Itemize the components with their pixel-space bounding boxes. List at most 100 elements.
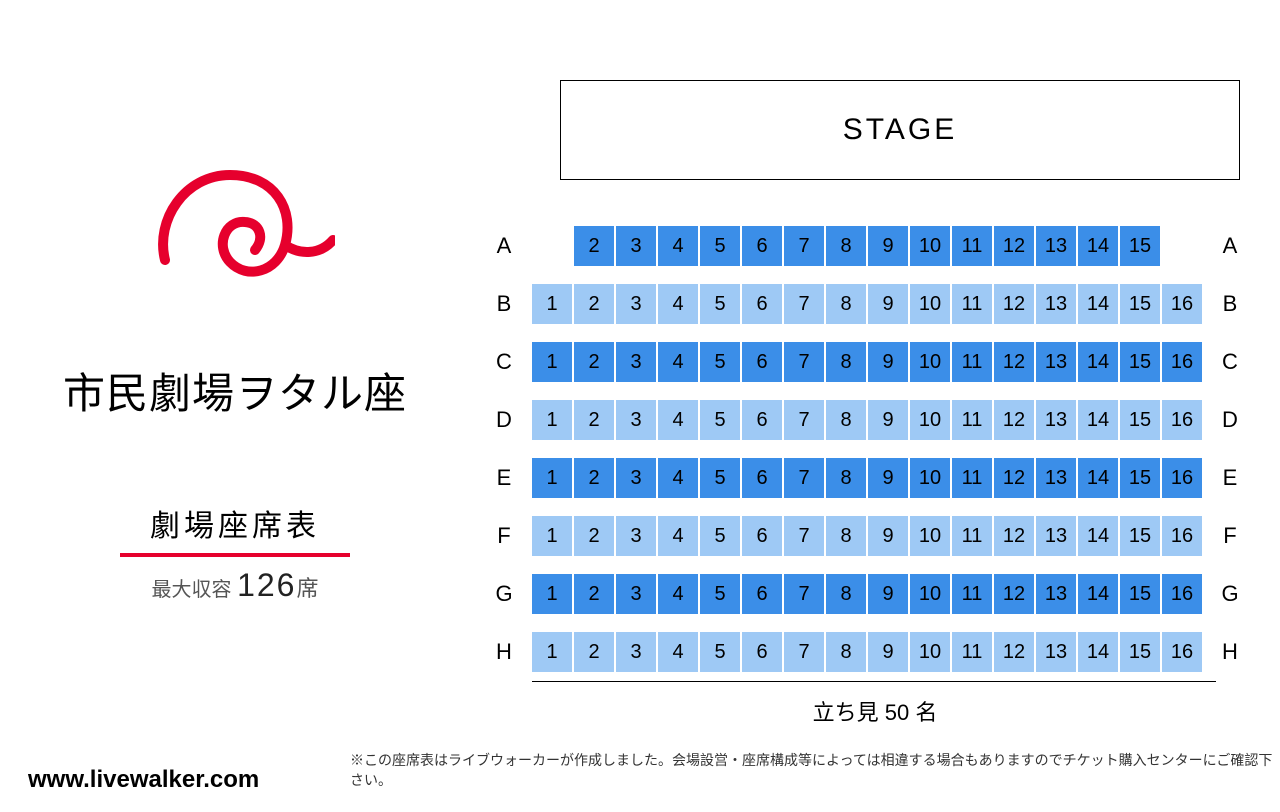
- seat[interactable]: 4: [658, 516, 698, 556]
- seat[interactable]: 9: [868, 574, 908, 614]
- seat[interactable]: 3: [616, 458, 656, 498]
- seat[interactable]: 16: [1162, 574, 1202, 614]
- seat[interactable]: 3: [616, 342, 656, 382]
- seat[interactable]: 11: [952, 342, 992, 382]
- seat[interactable]: 12: [994, 574, 1034, 614]
- seat[interactable]: 11: [952, 516, 992, 556]
- seat[interactable]: 6: [742, 516, 782, 556]
- seat[interactable]: 7: [784, 400, 824, 440]
- seat[interactable]: 3: [616, 574, 656, 614]
- seat[interactable]: 7: [784, 516, 824, 556]
- seat[interactable]: 16: [1162, 458, 1202, 498]
- seat[interactable]: 16: [1162, 400, 1202, 440]
- seat[interactable]: 9: [868, 516, 908, 556]
- seat[interactable]: 6: [742, 458, 782, 498]
- seat[interactable]: 10: [910, 574, 950, 614]
- seat[interactable]: 8: [826, 226, 866, 266]
- seat[interactable]: 15: [1120, 342, 1160, 382]
- seat[interactable]: 4: [658, 284, 698, 324]
- seat[interactable]: 1: [532, 574, 572, 614]
- seat[interactable]: 12: [994, 342, 1034, 382]
- seat[interactable]: 10: [910, 516, 950, 556]
- seat[interactable]: 14: [1078, 574, 1118, 614]
- seat[interactable]: 1: [532, 284, 572, 324]
- seat[interactable]: 13: [1036, 342, 1076, 382]
- seat[interactable]: 12: [994, 516, 1034, 556]
- seat[interactable]: 7: [784, 458, 824, 498]
- seat[interactable]: 14: [1078, 516, 1118, 556]
- seat[interactable]: 5: [700, 284, 740, 324]
- seat[interactable]: 11: [952, 226, 992, 266]
- seat[interactable]: 15: [1120, 574, 1160, 614]
- seat[interactable]: 1: [532, 458, 572, 498]
- seat[interactable]: 14: [1078, 632, 1118, 672]
- seat[interactable]: 9: [868, 458, 908, 498]
- seat[interactable]: 12: [994, 284, 1034, 324]
- seat[interactable]: 2: [574, 458, 614, 498]
- seat[interactable]: 9: [868, 632, 908, 672]
- seat[interactable]: 5: [700, 342, 740, 382]
- seat[interactable]: 4: [658, 458, 698, 498]
- seat[interactable]: 9: [868, 342, 908, 382]
- seat[interactable]: 2: [574, 284, 614, 324]
- seat[interactable]: 1: [532, 342, 572, 382]
- seat[interactable]: 13: [1036, 458, 1076, 498]
- seat[interactable]: 6: [742, 574, 782, 614]
- seat[interactable]: 10: [910, 284, 950, 324]
- seat[interactable]: 13: [1036, 516, 1076, 556]
- seat[interactable]: 11: [952, 284, 992, 324]
- seat[interactable]: 5: [700, 226, 740, 266]
- seat[interactable]: 10: [910, 458, 950, 498]
- seat[interactable]: 13: [1036, 574, 1076, 614]
- seat[interactable]: 5: [700, 516, 740, 556]
- seat[interactable]: 7: [784, 632, 824, 672]
- seat[interactable]: 8: [826, 516, 866, 556]
- seat[interactable]: 6: [742, 632, 782, 672]
- seat[interactable]: 4: [658, 342, 698, 382]
- seat[interactable]: 7: [784, 342, 824, 382]
- seat[interactable]: 14: [1078, 400, 1118, 440]
- seat[interactable]: 2: [574, 400, 614, 440]
- seat[interactable]: 16: [1162, 632, 1202, 672]
- seat[interactable]: 6: [742, 400, 782, 440]
- seat[interactable]: 5: [700, 400, 740, 440]
- seat[interactable]: 2: [574, 226, 614, 266]
- seat[interactable]: 13: [1036, 226, 1076, 266]
- seat[interactable]: 11: [952, 458, 992, 498]
- seat[interactable]: 3: [616, 400, 656, 440]
- seat[interactable]: 3: [616, 226, 656, 266]
- seat[interactable]: 14: [1078, 342, 1118, 382]
- seat[interactable]: 1: [532, 400, 572, 440]
- seat[interactable]: 2: [574, 574, 614, 614]
- seat[interactable]: 4: [658, 400, 698, 440]
- seat[interactable]: 2: [574, 342, 614, 382]
- seat[interactable]: 3: [616, 284, 656, 324]
- seat[interactable]: 8: [826, 574, 866, 614]
- seat[interactable]: 11: [952, 632, 992, 672]
- seat[interactable]: 16: [1162, 516, 1202, 556]
- seat[interactable]: 6: [742, 284, 782, 324]
- seat[interactable]: 9: [868, 284, 908, 324]
- seat[interactable]: 7: [784, 226, 824, 266]
- seat[interactable]: 4: [658, 632, 698, 672]
- seat[interactable]: 10: [910, 342, 950, 382]
- seat[interactable]: 4: [658, 226, 698, 266]
- seat[interactable]: 5: [700, 574, 740, 614]
- seat[interactable]: 13: [1036, 400, 1076, 440]
- seat[interactable]: 8: [826, 342, 866, 382]
- seat[interactable]: 10: [910, 400, 950, 440]
- seat[interactable]: 14: [1078, 284, 1118, 324]
- seat[interactable]: 12: [994, 632, 1034, 672]
- seat[interactable]: 16: [1162, 342, 1202, 382]
- seat[interactable]: 1: [532, 632, 572, 672]
- seat[interactable]: 8: [826, 458, 866, 498]
- seat[interactable]: 15: [1120, 226, 1160, 266]
- seat[interactable]: 6: [742, 342, 782, 382]
- seat[interactable]: 3: [616, 516, 656, 556]
- seat[interactable]: 10: [910, 632, 950, 672]
- seat[interactable]: 1: [532, 516, 572, 556]
- seat[interactable]: 9: [868, 226, 908, 266]
- seat[interactable]: 8: [826, 284, 866, 324]
- seat[interactable]: 15: [1120, 458, 1160, 498]
- seat[interactable]: 15: [1120, 516, 1160, 556]
